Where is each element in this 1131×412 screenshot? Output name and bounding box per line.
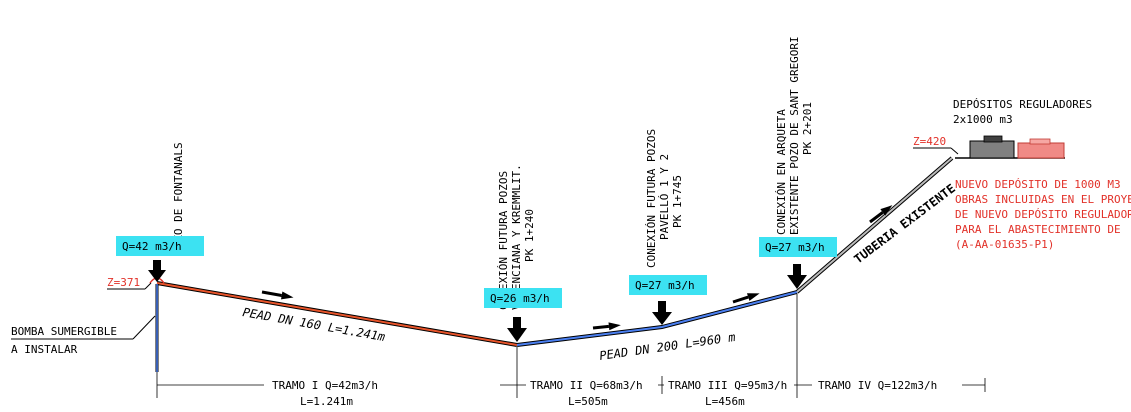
flow-arrow-icon [261,290,294,300]
elev-371-label: Z=371 [107,276,140,289]
conexion3-line3: PK 2+201 [801,102,814,155]
arrow-down-icon [148,260,166,282]
existente-text: TUBERIA EXISTENTE [851,181,958,266]
tramo-dimension-line: TRAMO I Q=42m3/h L=1.241m TRAMO II Q=68m… [157,294,986,408]
nuevo-line1: NUEVO DEPÓSITO DE 1000 M3 [955,178,1121,191]
pozo-fontanals-label: POZO DE FONTANALS [172,142,185,255]
flow-box-conexion2: Q=27 m3/h [629,275,707,295]
elev-marker-420: Z=420 [913,135,959,155]
conexion3-line1: CONEXIÓN EN ARQUETA [775,109,788,235]
arrow-down-icon [652,301,672,325]
pump-well [149,277,165,398]
deposito-nuevo-icon [1017,142,1065,159]
nuevo-deposito-note: NUEVO DEPÓSITO DE 1000 M3 OBRAS INCLUIDA… [955,178,1131,251]
tramo4-q: TRAMO IV Q=122m3/h [818,379,937,392]
tramo1-q: TRAMO I Q=42m3/h [272,379,378,392]
flow-arrow-icon [732,293,760,304]
elev-420-label: Z=420 [913,135,946,148]
conexion1-line1: CONEXIÓN FUTURA POZOS [497,171,510,310]
depositos-capacity: 2x1000 m3 [953,113,1013,126]
pipe-pead-160 [156,281,518,347]
flow-box-conexion1: Q=26 m3/h [484,288,562,308]
bomba-line2: A INSTALAR [11,343,78,356]
bomba-leader: BOMBA SUMERGIBLE A INSTALAR [11,315,156,356]
tramo3-q: TRAMO III Q=95m3/h [668,379,787,392]
conexion3-line2: EXISTENTE POZO DE SANT GREGORI [788,36,801,235]
pipe-existing [795,156,954,294]
nuevo-line5: (A-AA-01635-P1) [955,238,1054,251]
arrow-down-icon [787,264,807,289]
nuevo-line3: DE NUEVO DEPÓSITO REGULADOR [955,208,1131,221]
flow-arrow-icon [592,322,621,331]
pead200-text: PEAD DN 200 L=960 m [598,330,736,363]
tramo2-q: TRAMO II Q=68m3/h [530,379,643,392]
conexion1-line3: PK 1+240 [523,209,536,262]
flow-box-fontanals: Q=42 m3/h [116,236,204,256]
pipe-label-existente: TUBERIA EXISTENTE [851,181,958,266]
flow-conexion1-text: Q=26 m3/h [490,292,550,305]
pipe-label-pead200: PEAD DN 200 L=960 m [598,330,736,363]
conexion3-label: CONEXIÓN EN ARQUETA EXISTENTE POZO DE SA… [775,36,814,235]
conexion2-line2: PAVELLÓ 1 Y 2 [658,154,671,240]
nuevo-line4: PARA EL ABASTECIMIENTO DE [955,223,1121,236]
nuevo-line2: OBRAS INCLUIDAS EN EL PROYECTO [955,193,1131,206]
depositos-title: DEPÓSITOS REGULADORES [953,98,1092,111]
conexion2-line3: PK 1+745 [671,175,684,228]
arrow-down-icon [507,317,527,342]
flow-arrow-icon [869,205,893,224]
bomba-line1: BOMBA SUMERGIBLE [11,325,117,338]
elev-marker-371: Z=371 [107,276,152,290]
conexion2-line1: CONEXIÓN FUTURA POZOS [645,129,658,268]
pipe-pead-200 [516,290,798,347]
flow-conexion3-text: Q=27 m3/h [765,241,825,254]
conexion2-label: CONEXIÓN FUTURA POZOS PAVELLÓ 1 Y 2 PK 1… [645,129,684,268]
flow-box-conexion3: Q=27 m3/h [759,237,837,257]
tramo2-l: L=505m [568,395,608,408]
flow-conexion2-text: Q=27 m3/h [635,279,695,292]
tramo3-l: L=456m [705,395,745,408]
conexion1-label: CONEXIÓN FUTURA POZOS VALENCIANA Y KREMM… [497,164,536,310]
pozo-fontanals-text: POZO DE FONTANALS [172,142,185,255]
conexion1-line2: VALENCIANA Y KREMMLIT. [510,164,523,310]
flow-fontanals-text: Q=42 m3/h [122,240,182,253]
depositos-reguladores: DEPÓSITOS REGULADORES 2x1000 m3 [953,98,1092,159]
tramo1-l: L=1.241m [300,395,353,408]
deposito-existente-icon [969,140,1015,159]
